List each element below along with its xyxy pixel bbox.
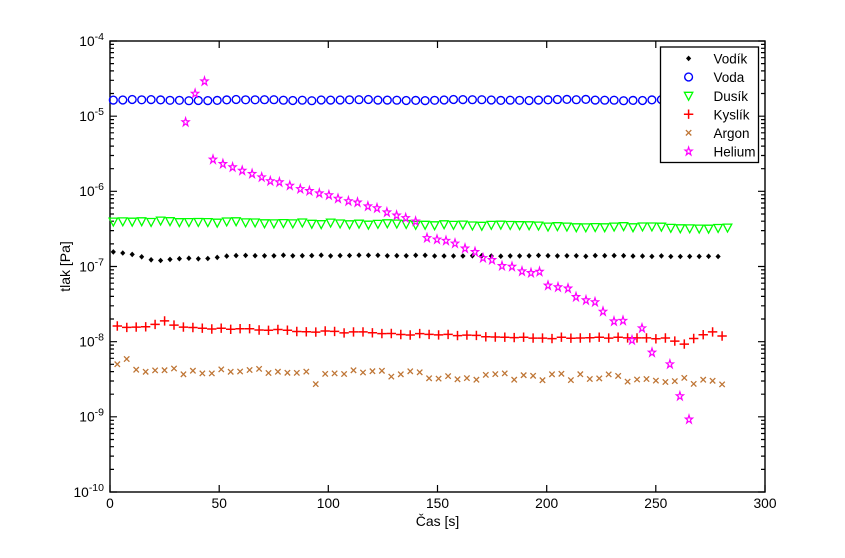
svg-text:150: 150 bbox=[426, 496, 449, 511]
svg-text:Vodík: Vodík bbox=[714, 52, 748, 67]
svg-text:250: 250 bbox=[644, 496, 667, 511]
svg-text:Helium: Helium bbox=[714, 145, 756, 160]
svg-text:Čas [s]: Čas [s] bbox=[416, 513, 460, 529]
svg-text:300: 300 bbox=[753, 496, 776, 511]
svg-text:Voda: Voda bbox=[714, 70, 745, 85]
svg-text:Kyslík: Kyslík bbox=[714, 107, 750, 122]
svg-text:Dusík: Dusík bbox=[714, 89, 749, 104]
svg-text:200: 200 bbox=[535, 496, 558, 511]
svg-text:50: 50 bbox=[212, 496, 228, 511]
svg-text:100: 100 bbox=[317, 496, 340, 511]
svg-text:tlak [Pa]: tlak [Pa] bbox=[57, 241, 73, 292]
svg-text:Argon: Argon bbox=[714, 126, 750, 141]
svg-text:0: 0 bbox=[106, 496, 114, 511]
